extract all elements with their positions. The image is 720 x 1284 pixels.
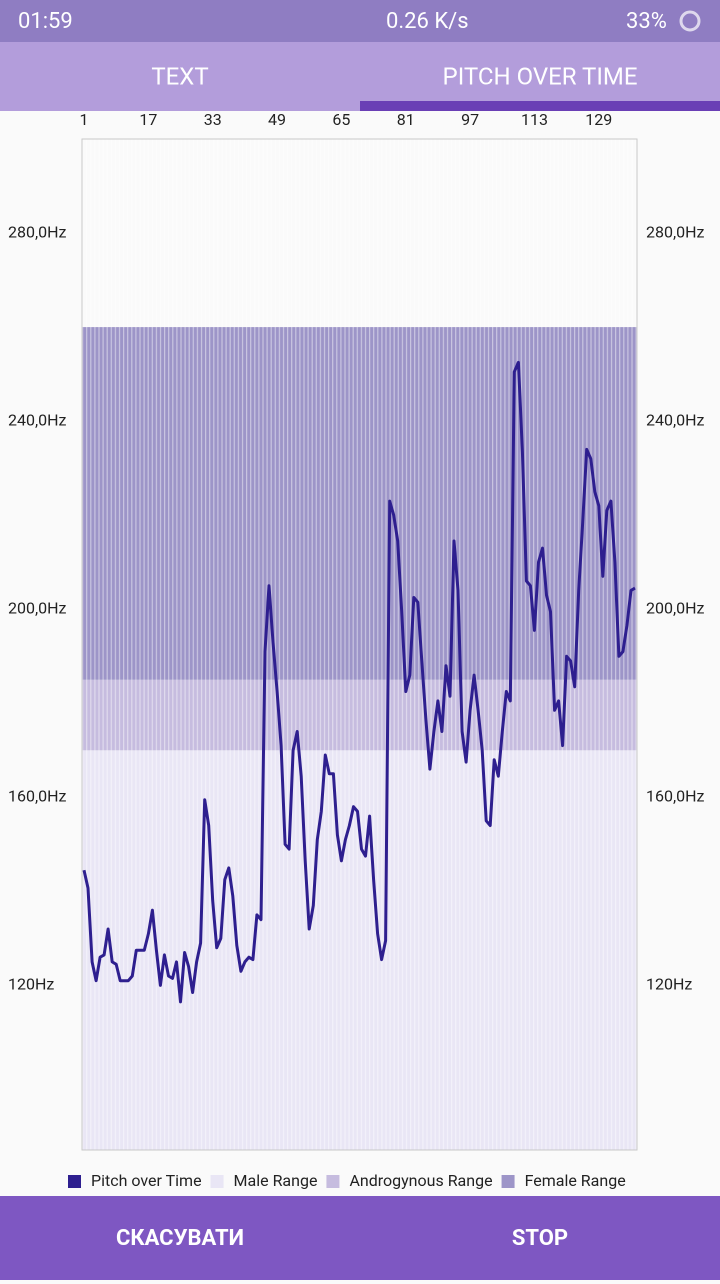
x-tick-label: 97 [461, 110, 479, 129]
tab[interactable]: TEXT [151, 62, 208, 90]
legend-label: Pitch over Time [91, 1171, 202, 1190]
legend-label: Female Range [525, 1171, 626, 1190]
y-tick-label: 200,0Hz [8, 598, 67, 617]
tab-indicator [360, 101, 720, 111]
chart: 1 17 33 49 65 81 97 113 129 120Hz 120Hz 160,0Hz 160,… [8, 110, 705, 1190]
status-time: 01:59 [18, 9, 73, 34]
y-tick-label: 160,0Hz [8, 787, 67, 806]
legend-swatch [326, 1175, 340, 1188]
y2-tick-label: 240,0Hz [646, 410, 705, 429]
y-tick-label: 120Hz [8, 975, 54, 994]
cancel-button[interactable]: СКАСУВАТИ [116, 1226, 244, 1251]
x-tick-label: 33 [204, 110, 222, 129]
y2-tick-label: 200,0Hz [646, 598, 705, 617]
x-tick-label: 65 [332, 110, 350, 129]
legend-swatch [210, 1175, 224, 1188]
plot-border [81, 138, 638, 1151]
y2-tick-label: 280,0Hz [646, 222, 705, 241]
legend-label: Male Range [234, 1171, 318, 1190]
band-stripes [82, 139, 637, 1150]
status-battery: 33% [626, 9, 667, 34]
tab-bar [0, 42, 720, 111]
x-tick-label: 129 [585, 110, 612, 129]
button-bar [0, 1196, 720, 1280]
battery-icon [679, 10, 701, 32]
tab-selected[interactable]: PITCH OVER TIME [443, 62, 638, 90]
x-tick-label: 49 [268, 110, 286, 129]
stop-button[interactable]: STOP [512, 1226, 568, 1251]
pitch-line [82, 360, 636, 1004]
status-speed: 0.26 K/s [386, 9, 469, 34]
status-bar [0, 0, 720, 42]
x-tick-label: 81 [397, 110, 415, 129]
x-tick-label: 113 [521, 110, 548, 129]
x-tick-label: 1 [80, 110, 89, 129]
y2-tick-label: 120Hz [646, 975, 692, 994]
y-tick-label: 240,0Hz [8, 410, 67, 429]
y-tick-label: 280,0Hz [8, 222, 67, 241]
legend-swatch [501, 1175, 515, 1188]
legend-swatch [68, 1175, 81, 1188]
y2-tick-label: 160,0Hz [646, 787, 705, 806]
x-tick-label: 17 [139, 110, 157, 129]
legend-label: Androgynous Range [349, 1171, 492, 1190]
